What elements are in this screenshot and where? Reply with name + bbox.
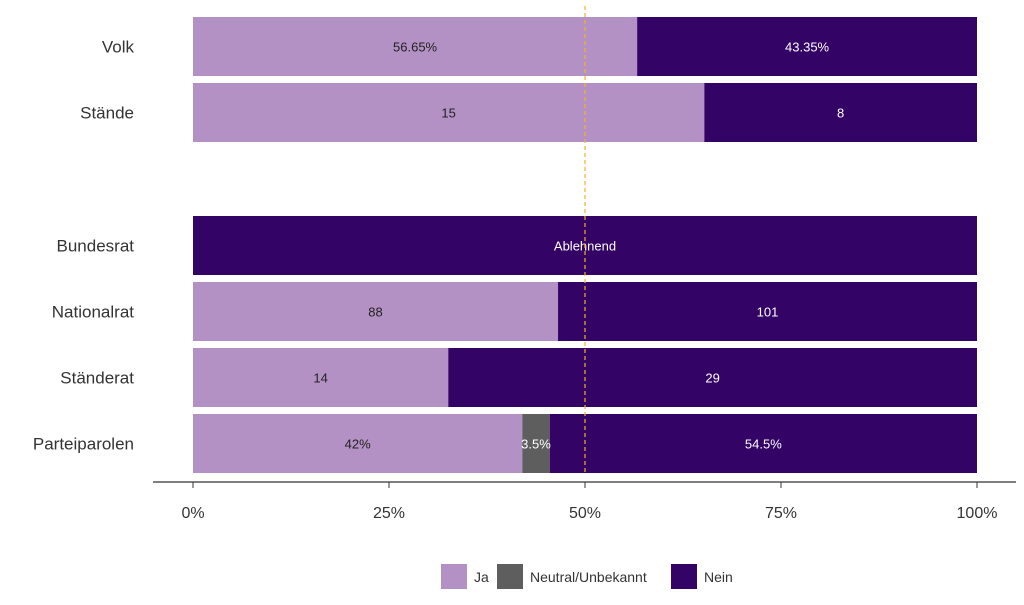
- bar-parteiparolen-ja: [193, 414, 523, 473]
- row-label-bundesrat: Bundesrat: [57, 237, 135, 256]
- data-label-parteiparolen-neutral-unbekannt: 3.5%: [521, 437, 551, 452]
- bar-st-nderat-ja: [193, 348, 449, 407]
- bar-st-nde-nein: [704, 83, 977, 142]
- data-label-st-nde-ja: 15: [441, 106, 455, 121]
- data-label-parteiparolen-ja: 42%: [345, 437, 371, 452]
- x-tick-label-0: 0%: [181, 505, 204, 522]
- x-tick-label-2: 50%: [569, 505, 601, 522]
- legend-label-neutral-unbekannt: Neutral/Unbekannt: [530, 569, 647, 585]
- bar-parteiparolen-neutral-unbekannt: [522, 414, 550, 473]
- x-tick-label-4: 100%: [957, 505, 998, 522]
- bar-volk-nein: [637, 17, 977, 76]
- row-label-st-nderat: Ständerat: [60, 369, 134, 388]
- data-label-volk-ja: 56.65%: [393, 40, 438, 55]
- bar-st-nde-ja: [193, 83, 705, 142]
- data-label-parteiparolen-nein: 54.5%: [745, 437, 782, 452]
- bar-parteiparolen-nein: [549, 414, 977, 473]
- row-label-volk: Volk: [102, 38, 135, 57]
- legend-swatch-neutral-unbekannt: [497, 564, 523, 589]
- bar-nationalrat-ja: [193, 282, 559, 341]
- row-labels-layer: Volk Stände Bundesrat Nationalrat Ständerat P…: [33, 38, 135, 454]
- legend-swatch-ja: [441, 564, 467, 589]
- x-tick-label-1: 25%: [373, 505, 405, 522]
- row-label-st-nde: Stände: [80, 104, 134, 123]
- data-label-nationalrat-ja: 88: [368, 305, 382, 320]
- x-axis: 0% 25% 50% 75% 100%: [153, 481, 1016, 522]
- legend-label-ja: Ja: [474, 569, 489, 585]
- bar-volk-ja: [193, 17, 638, 76]
- bar-st-nderat-nein: [448, 348, 977, 407]
- data-label-volk-nein: 43.35%: [785, 40, 830, 55]
- data-label-st-nderat-ja: 14: [313, 371, 327, 386]
- legend-swatch-nein: [671, 564, 697, 589]
- legend: Ja Neutral/Unbekannt Nein: [441, 564, 733, 589]
- bar-nationalrat-nein: [558, 282, 977, 341]
- legend-label-nein: Nein: [704, 569, 733, 585]
- row-label-nationalrat: Nationalrat: [52, 303, 134, 322]
- data-label-st-nderat-nein: 29: [705, 371, 719, 386]
- x-tick-label-3: 75%: [765, 505, 797, 522]
- row-label-parteiparolen: Parteiparolen: [33, 435, 134, 454]
- data-label-st-nde-nein: 8: [837, 106, 844, 121]
- data-label-nationalrat-nein: 101: [757, 305, 779, 320]
